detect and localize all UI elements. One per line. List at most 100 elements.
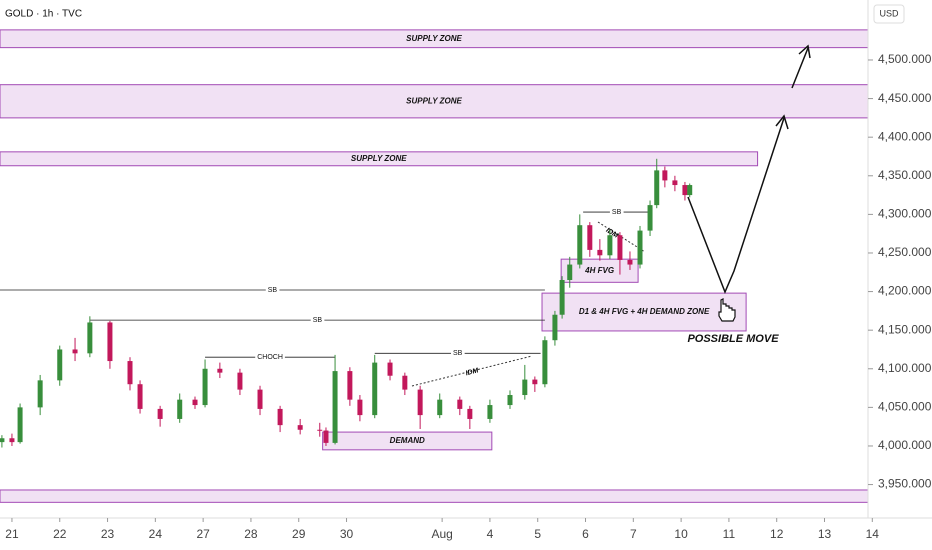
candle-body xyxy=(107,322,113,362)
level-label-bg xyxy=(609,208,624,216)
arrow-head xyxy=(798,44,811,59)
candle-body xyxy=(437,399,443,416)
level-label: SB xyxy=(612,209,622,216)
zone-label: SUPPLY ZONE xyxy=(406,34,462,43)
x-tick-label: 7 xyxy=(630,527,637,541)
candle-body xyxy=(157,408,163,419)
projection-label: POSSIBLE MOVE xyxy=(687,333,779,345)
zones: SUPPLY ZONE SUPPLY ZONE SUPPLY ZONE DEMAND 4… xyxy=(0,29,869,503)
zone-label: D1 & 4H FVG + 4H DEMAND ZONE xyxy=(579,307,710,316)
candle-body xyxy=(357,399,363,416)
y-tick-label: 3,950.000 xyxy=(878,477,932,491)
candle-body xyxy=(559,279,565,315)
candle-body xyxy=(637,230,643,265)
projection: POSSIBLE MOVE xyxy=(687,44,811,345)
candle-body xyxy=(202,368,208,406)
projection-path xyxy=(791,47,809,89)
candle-body xyxy=(467,408,473,419)
x-tick-label: Aug xyxy=(431,527,452,541)
level-label-bg xyxy=(450,350,465,358)
x-tick-label: 27 xyxy=(196,527,210,541)
level-label: SB xyxy=(453,350,463,357)
candle-body xyxy=(647,205,653,231)
candle-body xyxy=(402,375,408,390)
candle-body xyxy=(137,384,143,409)
y-tick-label: 4,250.000 xyxy=(878,245,932,259)
x-tick-label: 11 xyxy=(723,527,736,541)
candle-body xyxy=(237,372,243,390)
zone xyxy=(0,489,869,503)
x-tick-label: 29 xyxy=(292,527,306,541)
price-axis xyxy=(868,0,932,550)
axes: 3,950.000 4,000.000 4,050.000 4,100.000 4,15… xyxy=(5,52,931,541)
zone-label: DEMAND xyxy=(390,436,425,445)
candle-body xyxy=(552,314,558,341)
currency-box xyxy=(873,4,905,24)
levels: SB SB CHOCH SB SB xyxy=(0,208,651,362)
hand-icon xyxy=(718,298,736,322)
y-tick-label: 4,500.000 xyxy=(878,52,932,66)
x-tick-label: 21 xyxy=(5,527,19,541)
x-tick-label: 4 xyxy=(487,527,494,541)
candle-body xyxy=(192,399,198,406)
candle-body xyxy=(387,362,393,376)
candle-body xyxy=(654,170,660,206)
candle-body xyxy=(577,225,583,265)
x-tick-label: 14 xyxy=(866,527,880,541)
chart-title: GOLD · 1h · TVC xyxy=(5,9,82,20)
zone xyxy=(0,151,759,167)
candle-body xyxy=(542,340,548,385)
candle-body xyxy=(17,407,23,443)
candle-body xyxy=(37,380,43,408)
candle-body xyxy=(567,264,573,280)
candle-body xyxy=(457,399,463,409)
x-tick-label: 12 xyxy=(770,527,784,541)
y-tick-label: 4,200.000 xyxy=(878,284,932,298)
x-tick-label: 22 xyxy=(53,527,67,541)
candle-body xyxy=(532,379,538,385)
zone-label: SUPPLY ZONE xyxy=(406,96,462,105)
candle-body xyxy=(662,170,668,181)
zone xyxy=(0,84,869,119)
candle-body xyxy=(347,371,353,400)
candle-body xyxy=(9,438,15,443)
x-tick-label: 28 xyxy=(244,527,258,541)
candle-body xyxy=(617,235,623,260)
candle-body xyxy=(87,322,93,354)
level-label-bg xyxy=(265,286,280,294)
candle-body xyxy=(507,395,513,406)
candle-body xyxy=(682,185,688,196)
currency: USD xyxy=(879,8,899,18)
x-tick-label: 6 xyxy=(582,527,589,541)
candle-body xyxy=(0,438,5,443)
candle-body xyxy=(297,425,303,430)
level-label-bg xyxy=(310,316,325,324)
candle-body xyxy=(317,429,323,431)
candle-body xyxy=(672,180,678,186)
candle-body xyxy=(332,371,338,443)
candle-body xyxy=(57,349,63,381)
x-tick-label: 30 xyxy=(340,527,354,541)
candle-body xyxy=(597,249,603,256)
zone-label: SUPPLY ZONE xyxy=(351,154,407,163)
candle-body xyxy=(487,405,493,419)
level-label: SB xyxy=(313,317,323,324)
candle-body xyxy=(127,361,133,385)
candle-body xyxy=(72,349,78,354)
x-tick-label: 13 xyxy=(818,527,832,541)
candle-body xyxy=(687,185,693,196)
candle-body xyxy=(372,362,378,416)
y-tick-label: 4,450.000 xyxy=(878,91,932,105)
level-label-bg xyxy=(255,354,285,362)
zone xyxy=(322,431,493,451)
arrow-head xyxy=(775,114,789,130)
candle-body xyxy=(217,368,223,373)
candle-body xyxy=(257,389,263,409)
idm-line xyxy=(597,221,646,253)
y-tick-label: 4,100.000 xyxy=(878,361,932,375)
zone xyxy=(541,292,747,332)
x-tick-label: 5 xyxy=(534,527,541,541)
candle-body xyxy=(522,379,528,396)
